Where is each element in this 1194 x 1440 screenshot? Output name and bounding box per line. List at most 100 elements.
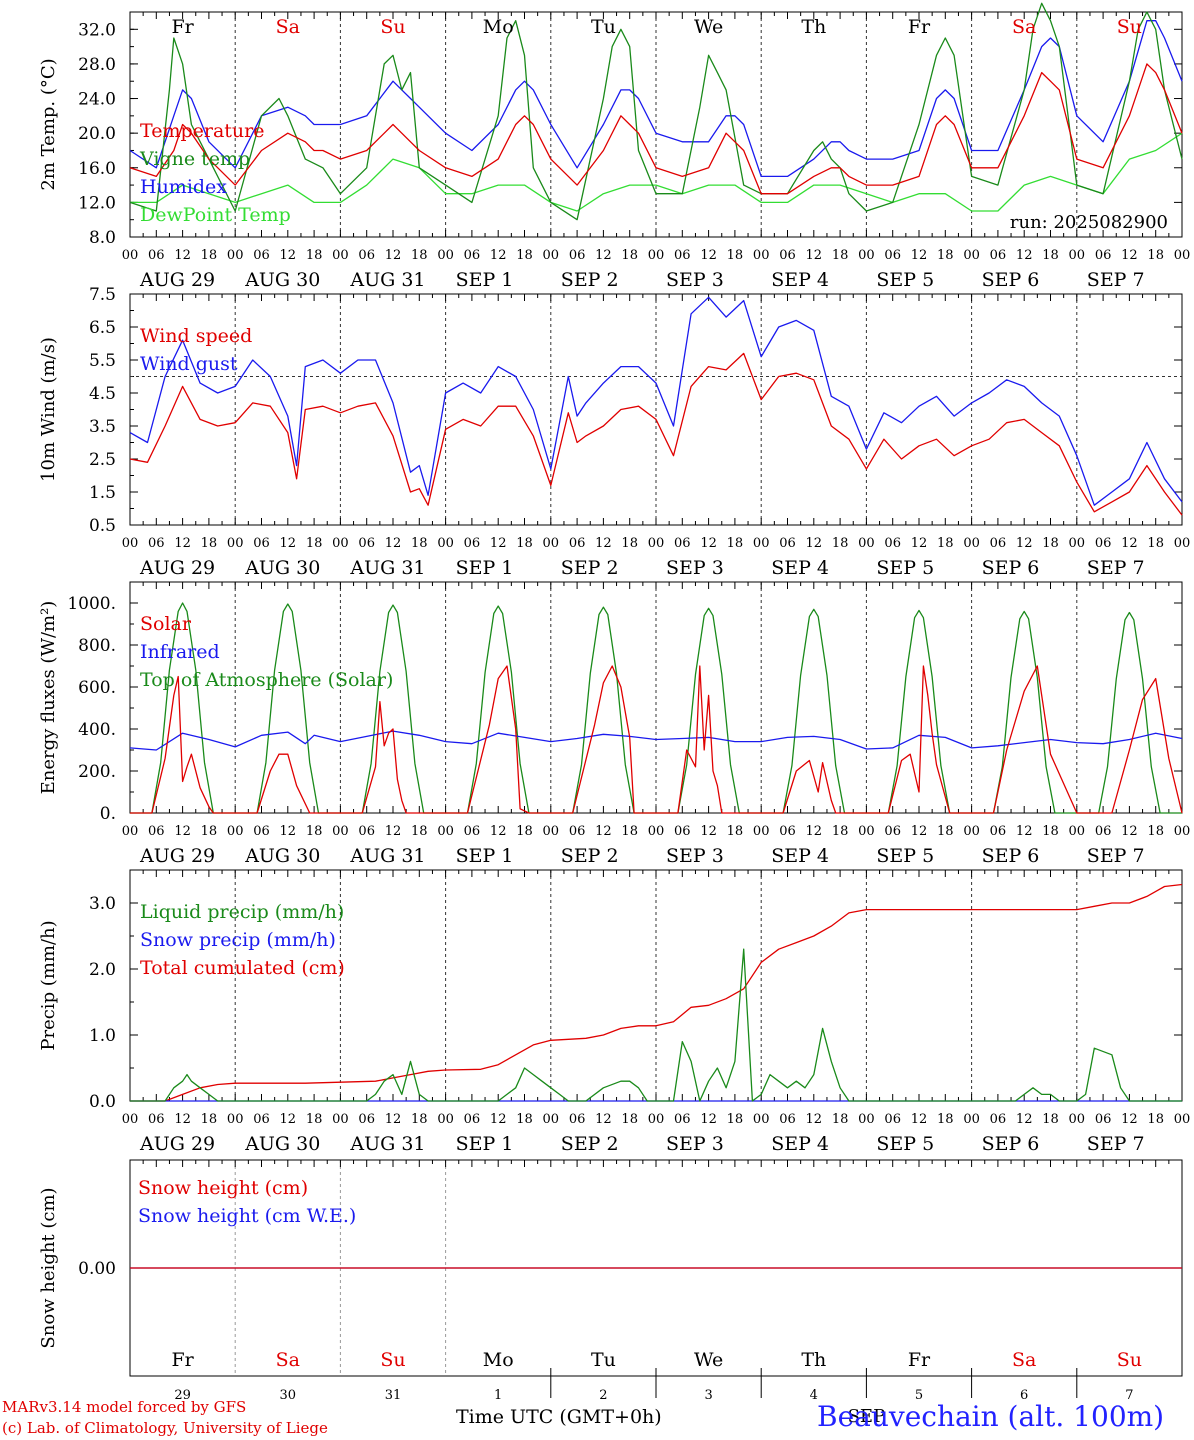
hour-tick-label: 12 (174, 248, 191, 263)
hour-tick-label: 06 (358, 536, 375, 551)
hour-tick-label: 12 (490, 248, 507, 263)
hour-tick-label: 00 (858, 1112, 875, 1127)
date-label: SEP 5 (876, 269, 934, 291)
date-label: SEP 7 (1087, 845, 1145, 867)
hour-tick-label: 00 (122, 824, 139, 839)
date-label: SEP 7 (1087, 1133, 1145, 1155)
hour-tick-label: 18 (832, 248, 849, 263)
hour-tick-label: 06 (569, 536, 586, 551)
hour-tick-label: 18 (1147, 1112, 1164, 1127)
hour-tick-label: 06 (1095, 248, 1112, 263)
hour-tick-label: 00 (437, 248, 454, 263)
y-tick-label: 5.5 (89, 351, 116, 371)
series-line (130, 948, 1182, 1102)
hour-tick-label: 12 (595, 248, 612, 263)
weekday-label: Th (801, 16, 826, 38)
hour-tick-label: 12 (700, 1112, 717, 1127)
weekday-label: Th (801, 1349, 826, 1371)
hour-tick-label: 18 (306, 824, 323, 839)
y-tick-label: 400. (78, 720, 116, 740)
date-label: SEP 1 (456, 1133, 514, 1155)
hour-tick-label: 12 (174, 1112, 191, 1127)
weekday-label: Fr (171, 1349, 194, 1371)
hour-tick-label: 06 (148, 248, 165, 263)
date-label: AUG 31 (349, 1133, 425, 1155)
legend-label: Vigne temp (139, 148, 250, 170)
weekday-label: We (694, 16, 723, 38)
hour-tick-label: 18 (727, 248, 744, 263)
hour-tick-label: 18 (411, 824, 428, 839)
weekday-label: Sa (1012, 1349, 1036, 1371)
hour-tick-label: 00 (543, 824, 560, 839)
hour-tick-label: 00 (858, 824, 875, 839)
hour-tick-label: 06 (779, 536, 796, 551)
hour-tick-label: 18 (306, 536, 323, 551)
day-number-label: 30 (280, 1388, 297, 1403)
hour-tick-label: 06 (674, 824, 691, 839)
date-label: SEP 1 (456, 845, 514, 867)
hour-tick-label: 00 (543, 1112, 560, 1127)
date-label: SEP 4 (771, 269, 829, 291)
weekday-label: Mo (483, 16, 514, 38)
y-tick-label: 1.0 (89, 1026, 116, 1046)
hour-tick-label: 00 (753, 248, 770, 263)
hour-tick-label: 18 (1042, 1112, 1059, 1127)
date-label: SEP 2 (561, 845, 619, 867)
y-tick-label: 800. (78, 636, 116, 656)
hour-tick-label: 12 (806, 248, 823, 263)
hour-tick-label: 00 (332, 1112, 349, 1127)
weekday-label: Tu (591, 1349, 616, 1371)
day-number-label: 3 (704, 1388, 712, 1403)
date-label: SEP 6 (982, 557, 1040, 579)
hour-tick-label: 00 (858, 248, 875, 263)
date-label: SEP 7 (1087, 557, 1145, 579)
hour-tick-label: 00 (332, 824, 349, 839)
panel-1: 32.0 28.0 24.0 20.0 16.0 12.0 8.0 2m Temp. (°C)… (38, 2, 1190, 291)
date-label: AUG 30 (244, 1133, 320, 1155)
weekday-label: Sa (1012, 16, 1036, 38)
day-number-label: 31 (385, 1388, 402, 1403)
y-tick-label: 32.0 (78, 20, 116, 40)
model-credit: MARv3.14 model forced by GFS (2, 1398, 247, 1416)
legend-label: Wind gust (140, 353, 238, 375)
date-label: SEP 4 (771, 845, 829, 867)
y-tick-label: 1.5 (89, 483, 116, 503)
hour-tick-label: 06 (253, 1112, 270, 1127)
hour-tick-label: 18 (1042, 536, 1059, 551)
legend-label: Liquid precip (mm/h) (140, 901, 344, 923)
hour-tick-label: 06 (990, 536, 1007, 551)
hour-tick-label: 18 (727, 536, 744, 551)
hour-tick-label: 06 (1095, 536, 1112, 551)
hour-tick-label: 18 (727, 824, 744, 839)
panel-4: 3.0 2.0 1.0 0.0 Precip (mm/h) Liquid precip (… (38, 869, 1191, 1155)
hour-tick-label: 12 (1121, 1112, 1138, 1127)
y-tick-label: 6.5 (89, 318, 116, 338)
hour-tick-label: 06 (569, 1112, 586, 1127)
hour-tick-label: 12 (1121, 248, 1138, 263)
hour-tick-label: 00 (1174, 536, 1191, 551)
y-tick-label: 3.0 (89, 894, 116, 914)
hour-tick-label: 12 (806, 824, 823, 839)
series-line (130, 132, 1183, 212)
weekday-label: Su (380, 1349, 405, 1371)
hour-tick-label: 00 (1069, 536, 1086, 551)
hour-tick-label: 12 (1016, 536, 1033, 551)
day-number-label: 2 (599, 1388, 607, 1403)
hour-tick-label: 18 (832, 824, 849, 839)
hour-tick-label: 12 (490, 1112, 507, 1127)
hour-tick-label: 12 (911, 248, 928, 263)
hour-tick-label: 12 (700, 824, 717, 839)
hour-tick-label: 18 (832, 1112, 849, 1127)
series-line (130, 665, 1183, 814)
y-tick-label: 12.0 (78, 193, 116, 213)
hour-tick-label: 18 (621, 536, 638, 551)
legend-label: Temperature (140, 120, 264, 142)
hour-tick-label: 06 (464, 1112, 481, 1127)
hour-tick-label: 06 (884, 248, 901, 263)
weekday-label: Fr (908, 1349, 931, 1371)
hour-tick-label: 18 (1042, 248, 1059, 263)
legend-label: Humidex (140, 176, 227, 198)
hour-tick-label: 00 (1174, 1112, 1191, 1127)
hour-tick-label: 18 (516, 1112, 533, 1127)
weekday-label: Sa (276, 16, 300, 38)
